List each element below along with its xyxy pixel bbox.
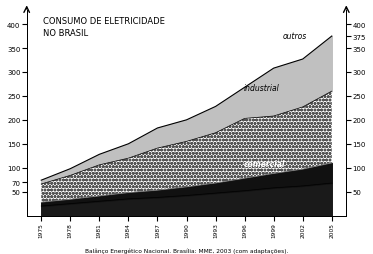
Text: industrial: industrial: [244, 84, 280, 93]
Text: comercial: comercial: [244, 159, 285, 168]
Text: outros: outros: [282, 32, 307, 41]
Text: residencial: residencial: [219, 188, 260, 197]
Text: Balânço Energético Nacional. Brasília: MME, 2003 (com adaptações).: Balânço Energético Nacional. Brasília: M…: [85, 247, 288, 253]
Text: CONSUMO DE ELETRICIDADE
NO BRASIL: CONSUMO DE ELETRICIDADE NO BRASIL: [43, 17, 164, 38]
